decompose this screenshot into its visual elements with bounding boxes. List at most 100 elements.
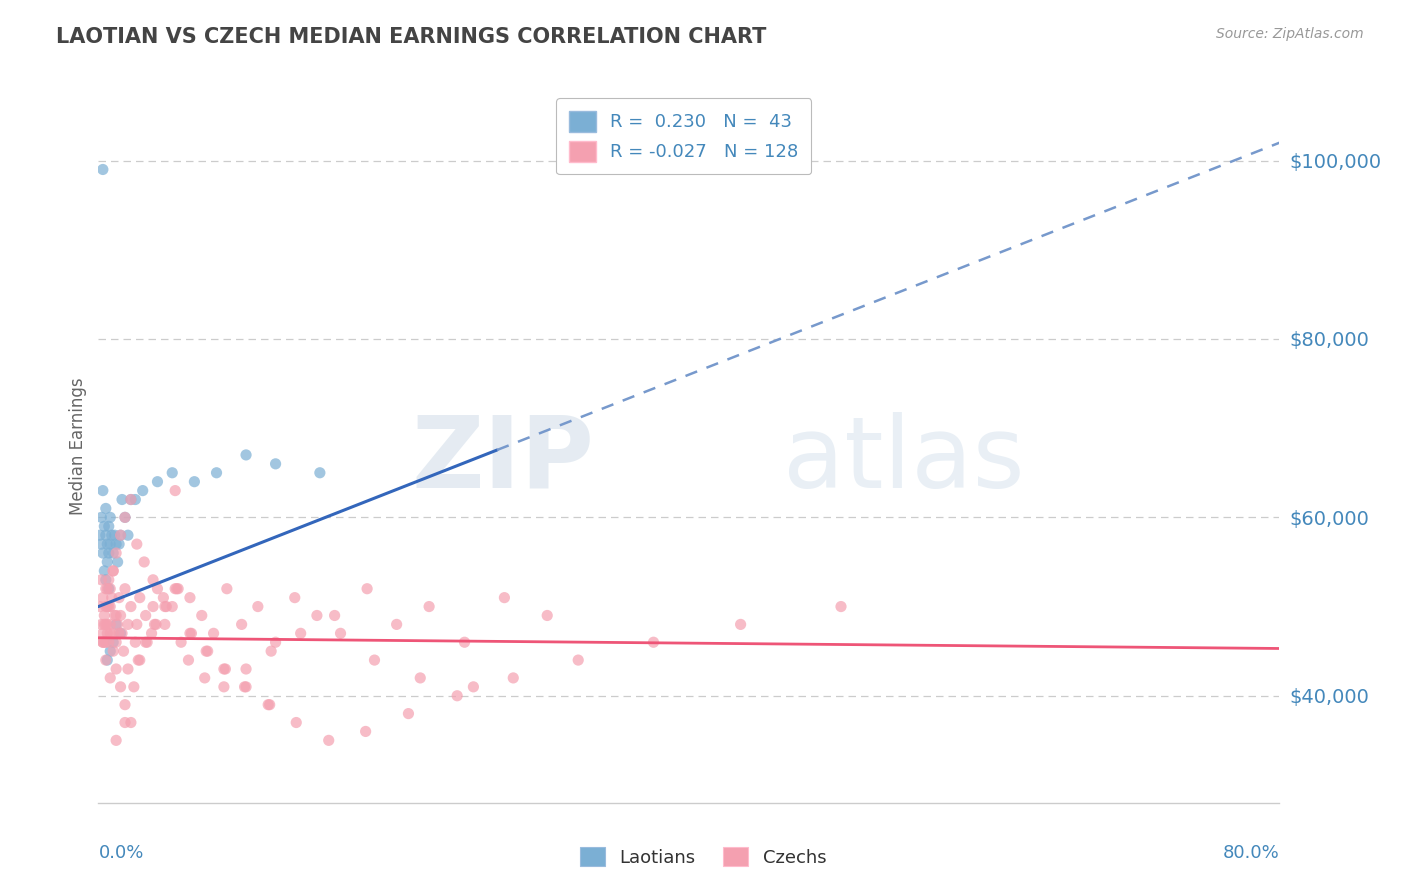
Point: [94, 582, 117, 596]
Point: [231, 617, 253, 632]
Point: [122, 680, 145, 694]
Point: [194, 671, 217, 685]
Point: [103, 564, 125, 578]
Point: [98, 617, 121, 632]
Text: Source: ZipAtlas.com: Source: ZipAtlas.com: [1216, 27, 1364, 41]
Point: [197, 644, 219, 658]
Point: [354, 724, 377, 739]
Point: [96, 653, 118, 667]
Point: [107, 555, 129, 569]
Legend: Laotians, Czechs: Laotians, Czechs: [572, 840, 834, 874]
Point: [179, 591, 201, 605]
Point: [105, 537, 128, 551]
Point: [284, 591, 307, 605]
Point: [114, 510, 136, 524]
Text: 80.0%: 80.0%: [1223, 845, 1279, 863]
Point: [166, 582, 188, 596]
Point: [170, 635, 193, 649]
Point: [117, 617, 139, 632]
Point: [94, 501, 117, 516]
Point: [97, 546, 120, 560]
Point: [108, 537, 131, 551]
Point: [146, 582, 169, 596]
Point: [643, 635, 665, 649]
Point: [94, 528, 117, 542]
Point: [195, 644, 218, 658]
Point: [235, 662, 257, 676]
Point: [98, 644, 121, 658]
Point: [110, 528, 132, 542]
Point: [363, 653, 385, 667]
Point: [89, 599, 111, 614]
Point: [105, 617, 128, 632]
Point: [418, 599, 440, 614]
Point: [145, 617, 167, 632]
Point: [93, 564, 115, 578]
Point: [111, 492, 134, 507]
Point: [260, 644, 283, 658]
Point: [120, 492, 142, 507]
Point: [202, 626, 225, 640]
Point: [110, 528, 132, 542]
Point: [120, 492, 142, 507]
Point: [329, 626, 352, 640]
Point: [567, 653, 589, 667]
Point: [90, 537, 112, 551]
Point: [91, 591, 114, 605]
Point: [128, 591, 150, 605]
Point: [100, 528, 122, 542]
Point: [290, 626, 312, 640]
Point: [114, 698, 136, 712]
Point: [142, 599, 165, 614]
Y-axis label: Median Earnings: Median Earnings: [69, 377, 87, 515]
Point: [94, 599, 117, 614]
Point: [205, 466, 228, 480]
Point: [136, 635, 159, 649]
Point: [98, 599, 121, 614]
Text: 0.0%: 0.0%: [98, 845, 143, 863]
Point: [235, 448, 257, 462]
Point: [94, 653, 117, 667]
Point: [536, 608, 558, 623]
Point: [98, 537, 121, 551]
Point: [235, 680, 257, 694]
Point: [124, 492, 146, 507]
Point: [110, 680, 132, 694]
Point: [103, 626, 125, 640]
Point: [155, 599, 177, 614]
Point: [110, 626, 132, 640]
Point: [97, 599, 120, 614]
Point: [153, 617, 176, 632]
Point: [97, 635, 120, 649]
Point: [96, 537, 118, 551]
Point: [285, 715, 308, 730]
Point: [212, 680, 235, 694]
Point: [91, 635, 114, 649]
Point: [215, 582, 238, 596]
Point: [167, 582, 190, 596]
Point: [114, 582, 136, 596]
Point: [105, 546, 128, 560]
Point: [111, 626, 134, 640]
Point: [246, 599, 269, 614]
Point: [309, 466, 332, 480]
Point: [93, 617, 115, 632]
Point: [90, 573, 112, 587]
Point: [98, 626, 121, 640]
Point: [105, 635, 128, 649]
Point: [125, 537, 148, 551]
Point: [110, 608, 132, 623]
Point: [97, 582, 120, 596]
Point: [98, 510, 121, 524]
Point: [141, 626, 163, 640]
Point: [90, 510, 112, 524]
Point: [453, 635, 475, 649]
Point: [105, 662, 128, 676]
Point: [264, 635, 287, 649]
Point: [100, 591, 122, 605]
Point: [132, 483, 155, 498]
Point: [162, 466, 183, 480]
Point: [103, 644, 125, 658]
Point: [183, 475, 205, 489]
Point: [91, 162, 114, 177]
